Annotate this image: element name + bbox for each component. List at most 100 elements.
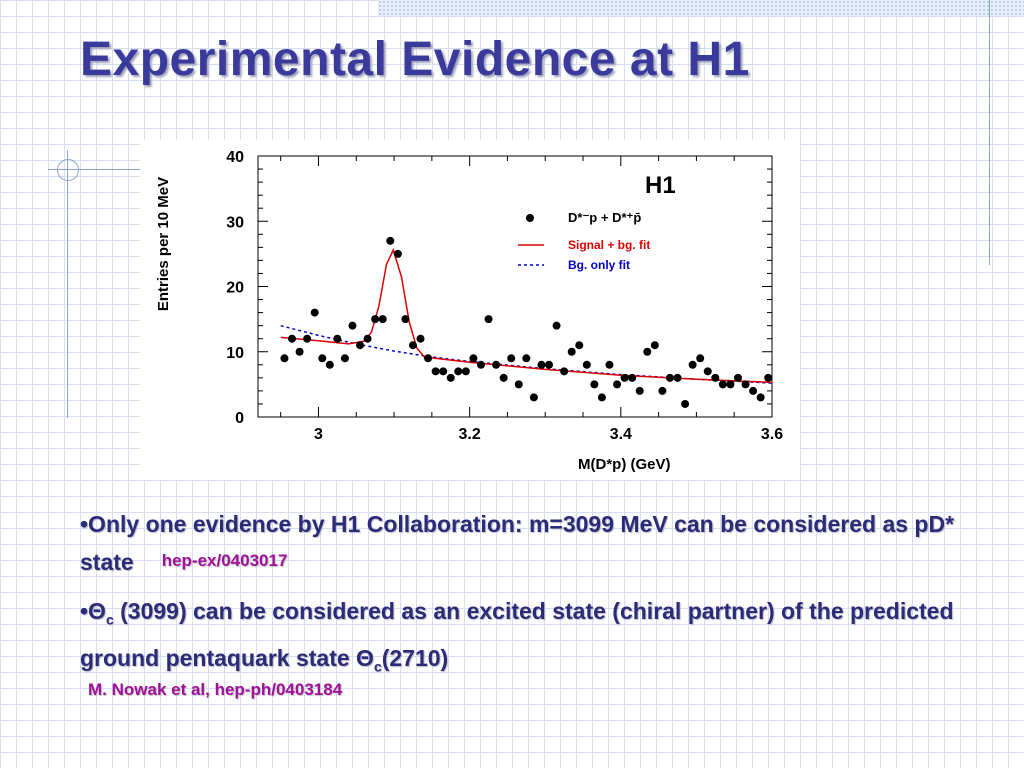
data-point <box>522 354 531 363</box>
decorative-top-bar <box>378 0 1024 16</box>
data-point <box>288 334 297 343</box>
data-point <box>340 354 349 363</box>
legend-label-data: D*⁻p + D*⁺p̄ <box>568 210 641 225</box>
data-point <box>605 360 614 369</box>
data-point <box>416 334 425 343</box>
data-point <box>461 367 470 376</box>
data-point <box>431 367 440 376</box>
data-point <box>696 354 705 363</box>
data-point <box>560 367 569 376</box>
data-point <box>454 367 463 376</box>
data-point <box>597 393 606 402</box>
data-point <box>711 373 720 382</box>
data-point <box>741 380 750 389</box>
data-point <box>552 321 561 330</box>
signal-bg-fit-line <box>280 247 773 384</box>
data-point <box>386 236 395 245</box>
data-point <box>590 380 599 389</box>
decorative-vertical-line <box>67 150 68 418</box>
data-point <box>446 373 455 382</box>
data-point <box>749 386 758 395</box>
bullet-list: •Only one evidence by H1 Collaboration: … <box>80 505 980 685</box>
data-point <box>325 360 334 369</box>
data-point <box>310 308 319 317</box>
data-point <box>643 347 652 356</box>
data-point <box>363 334 372 343</box>
bullet-excited-state-text-3: (2710) <box>381 644 449 671</box>
bullet-excited-state-text-2: (3099) can be considered as an excited s… <box>80 598 954 671</box>
data-point <box>499 373 508 382</box>
data-point <box>650 341 659 350</box>
data-point <box>492 360 501 369</box>
data-point <box>424 354 433 363</box>
data-point <box>665 373 674 382</box>
slide-title: Experimental Evidence at H1 <box>80 33 750 86</box>
data-point <box>356 341 365 350</box>
data-point <box>681 399 690 408</box>
y-tick-label: 30 <box>226 214 244 231</box>
data-point <box>476 360 485 369</box>
y-tick-label: 40 <box>226 149 244 166</box>
y-tick-label: 20 <box>226 280 244 297</box>
data-point <box>280 354 289 363</box>
x-tick-label: 3 <box>314 426 323 443</box>
data-point <box>718 380 727 389</box>
data-point <box>726 380 735 389</box>
data-point <box>628 373 637 382</box>
data-point <box>567 347 576 356</box>
y-tick-label: 0 <box>235 410 244 427</box>
y-axis-label: Entries per 10 MeV <box>155 177 172 311</box>
data-point <box>756 393 765 402</box>
x-axis-label: M(D*p) (GeV) <box>578 456 671 473</box>
data-point <box>439 367 448 376</box>
data-point <box>635 386 644 395</box>
data-point <box>371 315 380 324</box>
y-tick-label: 10 <box>226 345 244 362</box>
data-point <box>295 347 304 356</box>
hep-ex-reference: hep-ex/0403017 <box>161 551 288 570</box>
data-point <box>703 367 712 376</box>
data-point <box>575 341 584 350</box>
bullet-excited-state-text-1: •Θ <box>80 598 106 624</box>
data-point <box>658 386 667 395</box>
data-point <box>613 380 622 389</box>
data-point <box>348 321 357 330</box>
data-point <box>507 354 516 363</box>
x-tick-label: 3.2 <box>459 426 481 443</box>
data-point <box>393 249 402 258</box>
h1-mass-chart: 3 3.2 3.4 3.6 0 10 20 30 40 M(D*p) (GeV) Entries p… <box>155 149 783 473</box>
bullet-h1-evidence: •Only one evidence by H1 Collaboration: … <box>80 505 980 584</box>
bullet-h1-evidence-text: •Only one evidence by H1 Collaboration: … <box>80 511 955 575</box>
data-point <box>537 360 546 369</box>
decorative-right-line <box>989 0 990 265</box>
data-point <box>303 334 312 343</box>
x-tick-label: 3.6 <box>761 426 783 443</box>
decorative-circle <box>57 159 79 181</box>
data-point <box>469 354 478 363</box>
theta-subscript-2: c <box>373 658 382 675</box>
data-point <box>545 360 554 369</box>
data-point <box>484 315 493 324</box>
chart-panel <box>140 140 800 480</box>
data-point <box>529 393 538 402</box>
data-point <box>408 341 417 350</box>
theta-subscript-1: c <box>105 611 114 628</box>
x-tick-label: 3.4 <box>610 426 632 443</box>
data-point <box>620 373 629 382</box>
bullet-excited-state: •Θc (3099) can be considered as an excit… <box>80 592 980 685</box>
legend-marker-data <box>526 214 534 222</box>
plot-frame <box>257 155 773 418</box>
data-point <box>333 334 342 343</box>
data-point <box>378 315 387 324</box>
data-point <box>514 380 523 389</box>
nowak-reference: M. Nowak et al, hep-ph/0403184 <box>88 680 343 699</box>
data-point <box>582 360 591 369</box>
chart-title: H1 <box>645 172 676 199</box>
data-point <box>688 360 697 369</box>
legend-label-bg: Bg. only fit <box>568 258 630 272</box>
data-point <box>318 354 327 363</box>
data-point <box>764 373 773 382</box>
data-point <box>673 373 682 382</box>
legend-label-signal: Signal + bg. fit <box>568 238 650 252</box>
data-point <box>401 315 410 324</box>
